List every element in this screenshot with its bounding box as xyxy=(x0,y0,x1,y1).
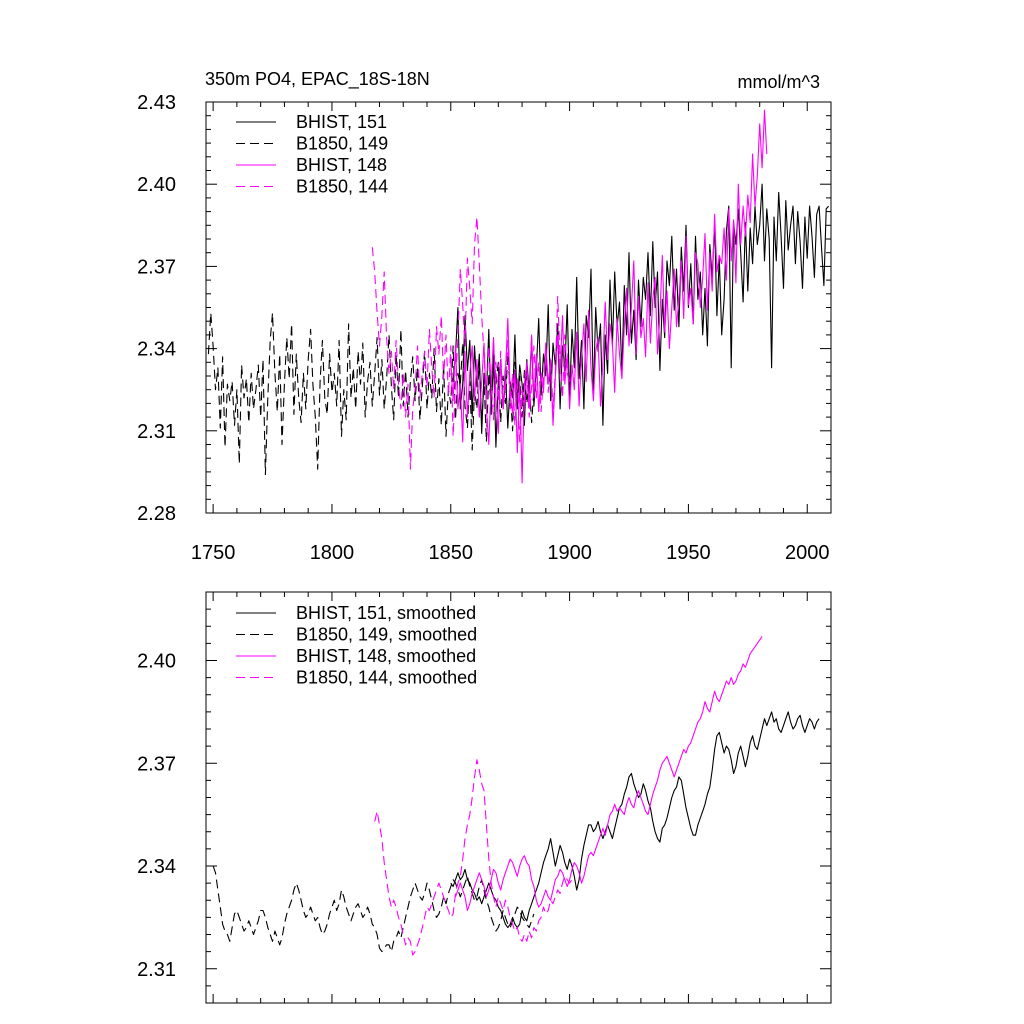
legend-label: BHIST, 151, smoothed xyxy=(296,603,476,623)
x-tick-label: 1900 xyxy=(547,542,592,564)
y-tick-label: 2.28 xyxy=(137,503,176,525)
x-tick-label: 2000 xyxy=(785,542,830,564)
series-line-0 xyxy=(450,711,820,929)
y-tick-label: 2.37 xyxy=(137,753,176,775)
x-tick-label: 1750 xyxy=(191,542,236,564)
legend-label: B1850, 149, smoothed xyxy=(296,625,477,645)
series-line-3 xyxy=(374,759,575,956)
x-tick-label: 1950 xyxy=(666,542,711,564)
legend-label: B1850, 144, smoothed xyxy=(296,668,477,688)
legend-label: B1850, 144 xyxy=(296,177,388,197)
top-panel: 350m PO4, EPAC_18S-18N mmol/m^3 1750 1800… xyxy=(137,69,832,564)
series-line-1 xyxy=(212,865,535,953)
y-tick-label: 2.34 xyxy=(137,339,176,361)
y-tick-label: 2.34 xyxy=(137,856,176,878)
top-panel-units: mmol/m^3 xyxy=(738,72,820,92)
y-tick-label: 2.31 xyxy=(137,421,176,443)
legend-label: BHIST, 148, smoothed xyxy=(296,646,476,666)
series-line-2 xyxy=(454,636,763,912)
x-tick-label: 1850 xyxy=(429,542,474,564)
y-tick-label: 2.31 xyxy=(137,959,176,981)
y-tick-label: 2.37 xyxy=(137,256,176,278)
x-tick-label: 1800 xyxy=(310,542,355,564)
series-line-2 xyxy=(450,109,768,484)
top-panel-title: 350m PO4, EPAC_18S-18N xyxy=(205,69,430,90)
y-tick-label: 2.43 xyxy=(137,92,176,114)
y-tick-label: 2.40 xyxy=(137,651,176,673)
y-tick-label: 2.40 xyxy=(137,174,176,196)
legend-label: B1850, 149 xyxy=(296,134,388,154)
series-line-1 xyxy=(207,312,535,476)
series-line-0 xyxy=(450,183,830,448)
legend-label: BHIST, 148 xyxy=(296,155,387,175)
legend-label: BHIST, 151 xyxy=(296,112,387,132)
series-line-3 xyxy=(371,216,571,470)
